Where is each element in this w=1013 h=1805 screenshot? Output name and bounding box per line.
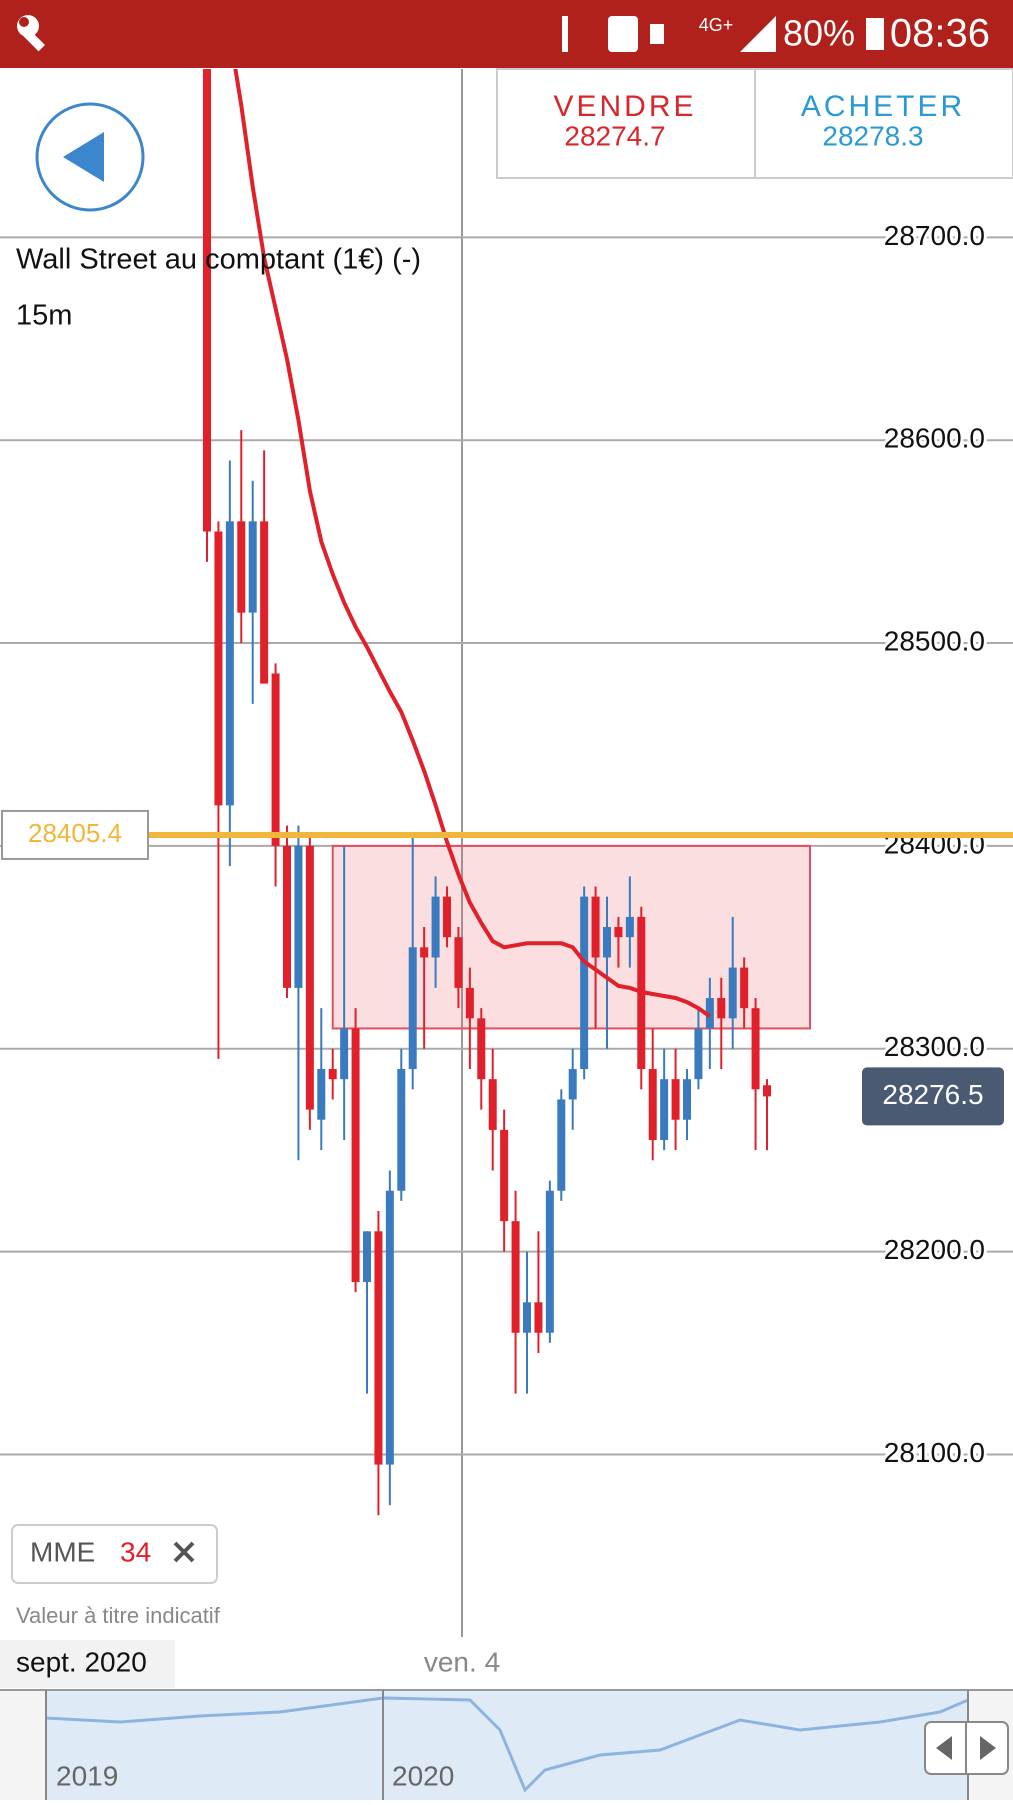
- candle-body: [214, 531, 223, 806]
- buy-button[interactable]: [754, 68, 1013, 179]
- candle-body: [363, 1231, 371, 1283]
- indicator-chip[interactable]: [11, 1524, 218, 1584]
- y-tick-label: 28200.0: [884, 1234, 985, 1265]
- candle-body: [614, 927, 623, 938]
- candle-body: [523, 1302, 531, 1333]
- y-tick-label: 28500.0: [884, 625, 985, 656]
- level-label: 28405.4: [28, 818, 122, 848]
- y-tick-label: 28100.0: [884, 1437, 985, 1468]
- instrument-title: Wall Street au comptant (1€) (-): [16, 244, 421, 276]
- candle-body: [568, 1069, 577, 1100]
- candle-body: [431, 896, 440, 958]
- back-button[interactable]: [35, 102, 145, 212]
- candle-body: [443, 896, 451, 938]
- candle-body: [671, 1079, 680, 1120]
- candle-body: [237, 521, 246, 613]
- date-box: [0, 1640, 175, 1688]
- y-tick-label: 28700.0: [884, 220, 985, 251]
- candle-body: [557, 1099, 566, 1191]
- indicator-period: 34: [120, 1536, 151, 1567]
- candle-body: [534, 1302, 543, 1333]
- y-tick-label: 28300.0: [884, 1031, 985, 1062]
- candle-body: [683, 1079, 691, 1120]
- status-icons: 4G+: [562, 15, 776, 52]
- candle-body: [660, 1079, 669, 1141]
- candle-body: [500, 1129, 509, 1222]
- ema-line: [233, 69, 712, 1018]
- svg-text:4G+: 4G+: [699, 15, 734, 35]
- note: Valeur à titre indicatif: [16, 1603, 221, 1628]
- candle-body: [397, 1069, 406, 1191]
- candle-body: [648, 1069, 657, 1141]
- y-tick-label: 28600.0: [884, 423, 985, 454]
- battery-icon: [866, 18, 884, 50]
- x-label: sept. 2020: [16, 1646, 147, 1677]
- candle-body: [294, 845, 303, 988]
- zone: [331, 844, 811, 1030]
- candle-body: [328, 1069, 337, 1080]
- clock: 08:36: [890, 12, 990, 56]
- sell-price: 28274.7: [564, 120, 665, 151]
- last-price-label: 28276.5: [882, 1079, 983, 1110]
- candle-body: [408, 947, 417, 1070]
- sell-button[interactable]: [496, 68, 756, 179]
- candle-body: [717, 998, 726, 1019]
- candle-body: [488, 1079, 497, 1130]
- navigator-arrows[interactable]: [924, 1721, 1009, 1775]
- candle-body: [728, 967, 737, 1019]
- candle-body: [225, 521, 234, 806]
- candle-body: [454, 937, 463, 988]
- candle-body: [625, 916, 634, 938]
- candle-body: [694, 1028, 703, 1080]
- candle-body: [340, 1028, 349, 1080]
- indicator-name: MME: [30, 1536, 95, 1567]
- navigator-label: 2020: [392, 1760, 454, 1791]
- candle-body: [511, 1221, 520, 1333]
- last-price-box: [862, 1067, 1004, 1126]
- candle-body: [751, 1008, 760, 1090]
- candle-body: [591, 896, 600, 958]
- x-label: ven. 4: [424, 1646, 500, 1677]
- level-box: [1, 809, 149, 860]
- status-bar: [0, 0, 1013, 68]
- candle-body: [763, 1085, 771, 1097]
- candle-body: [203, 69, 211, 532]
- sell-label: VENDRE: [553, 90, 696, 123]
- candle-body: [260, 521, 269, 684]
- navigator-label: 2019: [56, 1760, 118, 1791]
- navigator-line: [45, 1696, 969, 1793]
- battery: 80%: [783, 13, 855, 54]
- candle-body: [740, 967, 749, 1009]
- candle-body: [351, 1028, 360, 1283]
- candle-body: [545, 1190, 554, 1333]
- candle-body: [317, 1069, 326, 1120]
- candle-body: [248, 521, 257, 613]
- plot-area: [203, 69, 811, 1516]
- candle-body: [271, 673, 280, 846]
- buy-price: 28278.3: [822, 120, 923, 151]
- candle-body: [420, 947, 429, 958]
- overlay: 28100.028200.028300.028400.028500.028600…: [1, 217, 1013, 1471]
- candle-body: [580, 896, 589, 1070]
- wrench-icon[interactable]: [17, 15, 45, 52]
- buy-label: ACHETER: [801, 90, 965, 123]
- interval: 15m: [16, 300, 72, 332]
- remove-indicator[interactable]: [173, 1541, 195, 1563]
- candle-body: [305, 845, 314, 1110]
- candle-body: [374, 1231, 383, 1465]
- candle-body: [385, 1190, 394, 1465]
- candle-body: [283, 845, 291, 988]
- grid: [0, 236, 1013, 1456]
- candle-body: [465, 987, 474, 1019]
- candle-body: [705, 998, 714, 1029]
- candle-body: [603, 927, 611, 958]
- candle-body: [477, 1018, 486, 1080]
